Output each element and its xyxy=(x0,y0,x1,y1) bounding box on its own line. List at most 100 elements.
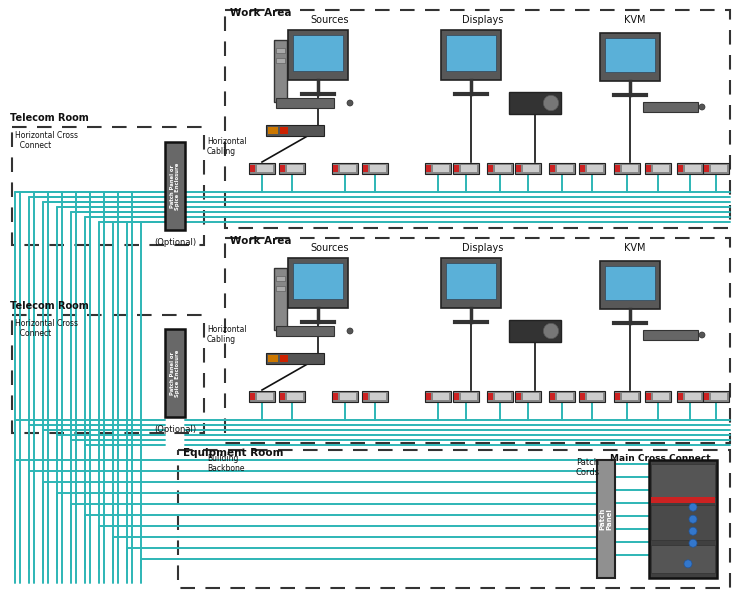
Text: Horizontal Cross
  Connect: Horizontal Cross Connect xyxy=(15,319,78,339)
Text: (Optional): (Optional) xyxy=(154,425,196,434)
Circle shape xyxy=(689,515,697,523)
Bar xyxy=(488,164,493,171)
Bar xyxy=(249,390,275,402)
Bar xyxy=(677,162,703,174)
Bar xyxy=(495,393,511,399)
Text: Patch Panel or
Spice Enclosure: Patch Panel or Spice Enclosure xyxy=(169,349,181,397)
Bar xyxy=(614,162,640,174)
Bar xyxy=(461,164,477,171)
Bar xyxy=(12,127,204,245)
Text: Main Cross Connect: Main Cross Connect xyxy=(610,454,710,463)
Bar xyxy=(605,38,655,72)
Bar xyxy=(646,393,651,399)
Bar xyxy=(12,315,204,433)
Bar xyxy=(433,393,449,399)
Text: (Optional): (Optional) xyxy=(154,238,196,247)
Bar xyxy=(165,142,185,230)
Bar xyxy=(600,33,660,81)
Bar xyxy=(441,258,501,308)
Bar xyxy=(268,355,278,362)
Text: Displays: Displays xyxy=(462,15,504,25)
Bar xyxy=(677,390,703,402)
Bar xyxy=(446,35,496,71)
Text: Building
Backbone: Building Backbone xyxy=(207,454,244,474)
Bar xyxy=(362,390,388,402)
Bar xyxy=(453,390,479,402)
Text: Telecom Room: Telecom Room xyxy=(10,301,89,311)
Bar xyxy=(280,164,285,171)
Bar xyxy=(711,393,727,399)
Bar xyxy=(274,268,286,330)
Bar xyxy=(333,164,338,171)
Text: Patch
Cords: Patch Cords xyxy=(576,458,600,477)
Bar xyxy=(426,393,431,399)
Bar xyxy=(703,162,729,174)
Bar xyxy=(645,390,671,402)
Text: KVM: KVM xyxy=(625,15,646,25)
Bar xyxy=(649,460,717,578)
Text: Sources: Sources xyxy=(311,243,349,253)
Bar xyxy=(257,164,273,171)
Bar xyxy=(651,464,715,497)
Bar xyxy=(433,164,449,171)
Bar xyxy=(279,162,305,174)
Circle shape xyxy=(689,527,697,535)
Circle shape xyxy=(689,539,697,547)
Bar xyxy=(549,390,575,402)
Bar xyxy=(515,390,541,402)
Bar xyxy=(642,330,698,340)
Bar xyxy=(509,320,561,342)
Bar xyxy=(275,286,284,291)
Circle shape xyxy=(699,332,705,338)
Bar xyxy=(614,390,640,402)
Bar xyxy=(287,393,303,399)
Bar xyxy=(685,393,701,399)
Bar xyxy=(600,261,660,309)
Bar xyxy=(441,30,501,80)
Text: Patch Panel or
Spice Enclosure: Patch Panel or Spice Enclosure xyxy=(169,162,181,209)
Bar xyxy=(446,263,496,299)
Bar xyxy=(363,164,368,171)
Bar xyxy=(274,40,286,102)
Bar xyxy=(579,162,605,174)
Bar xyxy=(454,164,459,171)
Text: Sources: Sources xyxy=(311,15,349,25)
Bar xyxy=(288,258,348,308)
Bar xyxy=(332,162,358,174)
Bar xyxy=(580,164,585,171)
Bar xyxy=(704,393,709,399)
Bar xyxy=(580,393,585,399)
Bar xyxy=(280,393,285,399)
Text: Work Area: Work Area xyxy=(230,236,292,246)
Bar xyxy=(515,162,541,174)
Circle shape xyxy=(543,95,559,111)
Bar xyxy=(340,393,356,399)
Text: KVM: KVM xyxy=(625,243,646,253)
Text: Horizontal Cross
  Connect: Horizontal Cross Connect xyxy=(15,131,78,151)
Bar xyxy=(495,164,511,171)
Bar xyxy=(615,164,620,171)
Bar xyxy=(550,393,555,399)
Bar xyxy=(165,329,185,417)
Bar xyxy=(332,390,358,402)
Circle shape xyxy=(684,560,692,568)
Bar xyxy=(704,164,709,171)
Bar xyxy=(587,393,603,399)
Bar xyxy=(678,393,683,399)
Circle shape xyxy=(689,503,697,511)
Bar xyxy=(362,162,388,174)
Bar xyxy=(276,98,334,108)
Bar xyxy=(488,393,493,399)
Bar xyxy=(651,505,715,540)
Bar xyxy=(250,164,255,171)
Bar xyxy=(288,30,348,80)
Bar xyxy=(622,164,638,171)
Bar xyxy=(454,393,459,399)
Bar xyxy=(516,393,521,399)
Bar xyxy=(597,460,615,578)
Bar xyxy=(370,393,386,399)
Circle shape xyxy=(347,328,353,334)
Text: Displays: Displays xyxy=(462,243,504,253)
Bar xyxy=(487,162,513,174)
Bar xyxy=(703,390,729,402)
